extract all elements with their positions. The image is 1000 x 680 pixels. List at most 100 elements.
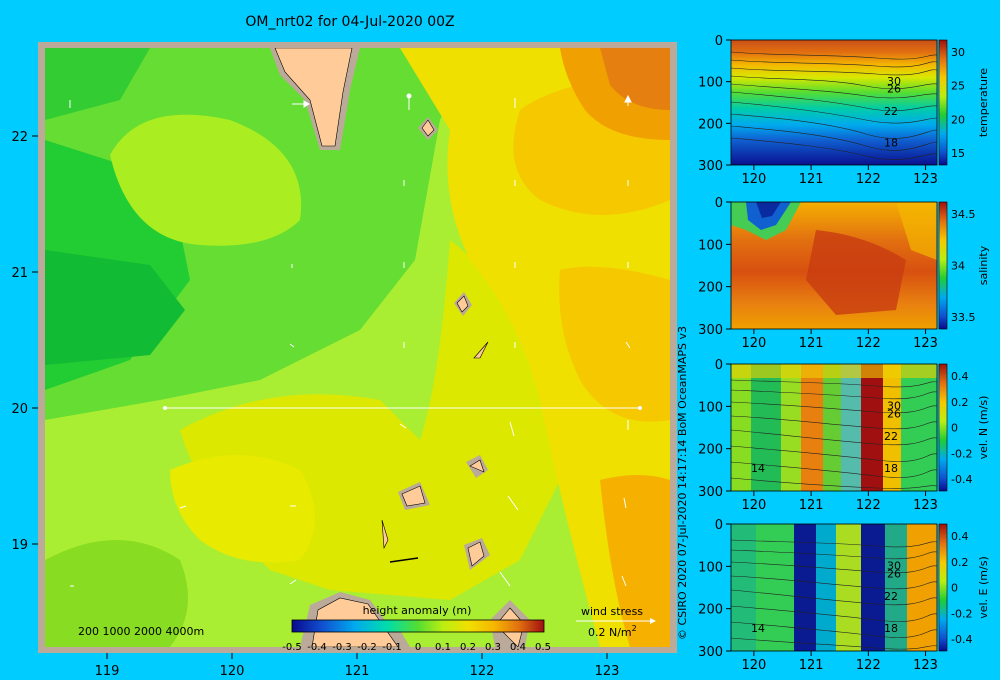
credit-label: © CSIRO 2020 07-Jul-2020 14:17:14 BoM Oc… bbox=[676, 326, 689, 640]
chart-title: OM_nrt02 for 04-Jul-2020 00Z bbox=[245, 14, 455, 30]
wind-arrows bbox=[69, 93, 632, 587]
contour-label: 30 bbox=[887, 560, 901, 573]
map-y-tick: 19 bbox=[11, 538, 28, 553]
section-colorbar-tick: 15 bbox=[951, 147, 965, 160]
section-y-tick: 300 bbox=[698, 645, 723, 660]
colorbar-ticks: -0.5 -0.4 -0.3 -0.2 -0.1 0 0.1 0.2 0.3 0… bbox=[282, 642, 551, 653]
section-colorbar-tick: -0.2 bbox=[951, 447, 972, 460]
map-y-tick: 20 bbox=[11, 402, 28, 417]
section-colorbar-tick: 34 bbox=[951, 260, 965, 273]
contour-label: 18 bbox=[884, 462, 898, 475]
section-colorbar-tick: -0.4 bbox=[951, 633, 972, 646]
section-x-tick: 121 bbox=[799, 172, 824, 187]
section-x-tick: 122 bbox=[856, 498, 881, 513]
section-x-tick: 121 bbox=[799, 498, 824, 513]
section-x-tick: 121 bbox=[799, 336, 824, 351]
map-x-tick: 121 bbox=[345, 664, 370, 679]
section-colorbar-tick: 0.4 bbox=[951, 370, 969, 383]
contour-label: 26 bbox=[887, 83, 901, 96]
section-colorbar-tick: 0.2 bbox=[951, 556, 969, 569]
section-field-label: vel. N (m/s) bbox=[977, 396, 990, 460]
section-x-tick: 123 bbox=[913, 498, 938, 513]
section-y-tick: 200 bbox=[698, 117, 723, 132]
contour-label: 22 bbox=[884, 105, 898, 118]
contour-label: 30 bbox=[887, 400, 901, 413]
section-x-tick: 122 bbox=[856, 658, 881, 673]
wind-scale-label: 0.2 N/m2 bbox=[588, 624, 637, 639]
contour-label: 26 bbox=[887, 567, 901, 580]
contour-label: 30 bbox=[887, 75, 901, 88]
section-colorbar-tick: 25 bbox=[951, 80, 965, 93]
section-y-tick: 200 bbox=[698, 443, 723, 458]
section-y-tick: 300 bbox=[698, 323, 723, 338]
colorbar-tick: 0.1 bbox=[435, 642, 451, 653]
colorbar-tick: 0.4 bbox=[510, 642, 526, 653]
section-x-tick: 120 bbox=[741, 172, 766, 187]
map-y-tick: 21 bbox=[11, 266, 28, 281]
contour-label: 22 bbox=[884, 430, 898, 443]
colorbar-label: height anomaly (m) bbox=[363, 604, 472, 617]
map-y-tick: 22 bbox=[11, 130, 28, 145]
contour-label: 22 bbox=[884, 590, 898, 603]
section-colorbar-tick: -0.4 bbox=[951, 473, 972, 486]
height-anomaly-field bbox=[45, 48, 670, 647]
contour-label: 14 bbox=[751, 462, 765, 475]
section-x-tick: 123 bbox=[913, 172, 938, 187]
section-field-label: vel. E (m/s) bbox=[977, 556, 990, 619]
map-x-tick: 120 bbox=[220, 664, 245, 679]
section-colorbar-tick: 0.4 bbox=[951, 530, 969, 543]
section-y-tick: 300 bbox=[698, 159, 723, 174]
section-y-tick: 0 bbox=[715, 34, 723, 49]
colorbar-tick: 0.3 bbox=[485, 642, 501, 653]
colorbar-tick: -0.5 bbox=[282, 642, 302, 653]
colorbar-tick: 0.2 bbox=[460, 642, 476, 653]
section-colorbar-tick: -0.2 bbox=[951, 607, 972, 620]
map-figure: 119 120 121 122 123 22 21 20 19 200 1000… bbox=[11, 42, 677, 679]
credit-text: © CSIRO 2020 07-Jul-2020 14:17:14 BoM Oc… bbox=[676, 326, 698, 640]
section-field-label: salinity bbox=[977, 245, 990, 285]
section-colorbar-tick: 30 bbox=[951, 46, 965, 59]
section-x-tick: 123 bbox=[913, 336, 938, 351]
section-y-tick: 100 bbox=[698, 400, 723, 415]
wind-stress-label: wind stress bbox=[581, 605, 643, 618]
section-colorbar-tick: 20 bbox=[951, 113, 965, 126]
colorbar-tick: -0.4 bbox=[307, 642, 327, 653]
depth-legend: 200 1000 2000 4000m bbox=[78, 625, 204, 638]
contour-label: 26 bbox=[887, 407, 901, 420]
section-x-tick: 122 bbox=[856, 172, 881, 187]
salinity-panel bbox=[730, 201, 948, 330]
section-x-tick: 120 bbox=[741, 498, 766, 513]
height-colorbar bbox=[291, 619, 545, 633]
contour-label: 18 bbox=[884, 622, 898, 635]
section-y-tick: 0 bbox=[715, 358, 723, 373]
section-y-tick: 200 bbox=[698, 603, 723, 618]
section-y-tick: 100 bbox=[698, 560, 723, 575]
section-colorbar-tick: 0 bbox=[951, 582, 958, 595]
section-x-tick: 121 bbox=[799, 658, 824, 673]
section-y-tick: 0 bbox=[715, 196, 723, 211]
section-y-tick: 300 bbox=[698, 485, 723, 500]
section-x-tick: 122 bbox=[856, 336, 881, 351]
section-colorbar-tick: 33.5 bbox=[951, 311, 976, 324]
map-y-ticks: 22 21 20 19 bbox=[11, 130, 28, 553]
section-x-tick: 123 bbox=[913, 658, 938, 673]
colorbar-tick: 0 bbox=[415, 642, 421, 653]
map-x-tick: 119 bbox=[95, 664, 120, 679]
section-y-tick: 200 bbox=[698, 281, 723, 296]
section-y-tick: 100 bbox=[698, 238, 723, 253]
contour-label: 18 bbox=[884, 136, 898, 149]
map-x-tick: 123 bbox=[595, 664, 620, 679]
colorbar-tick: -0.1 bbox=[382, 642, 402, 653]
map-x-tick: 122 bbox=[470, 664, 495, 679]
section-y-tick: 100 bbox=[698, 76, 723, 91]
colorbar-tick: -0.2 bbox=[357, 642, 377, 653]
colorbar-tick: -0.3 bbox=[332, 642, 352, 653]
colorbar-tick: 0.5 bbox=[535, 642, 551, 653]
section-x-tick: 120 bbox=[741, 658, 766, 673]
section-x-tick: 120 bbox=[741, 336, 766, 351]
section-colorbar-tick: 0.2 bbox=[951, 396, 969, 409]
vel-n-panel bbox=[730, 363, 948, 492]
vel-e-panel bbox=[730, 523, 948, 652]
section-colorbar-tick: 0 bbox=[951, 422, 958, 435]
section-y-tick: 0 bbox=[715, 518, 723, 533]
